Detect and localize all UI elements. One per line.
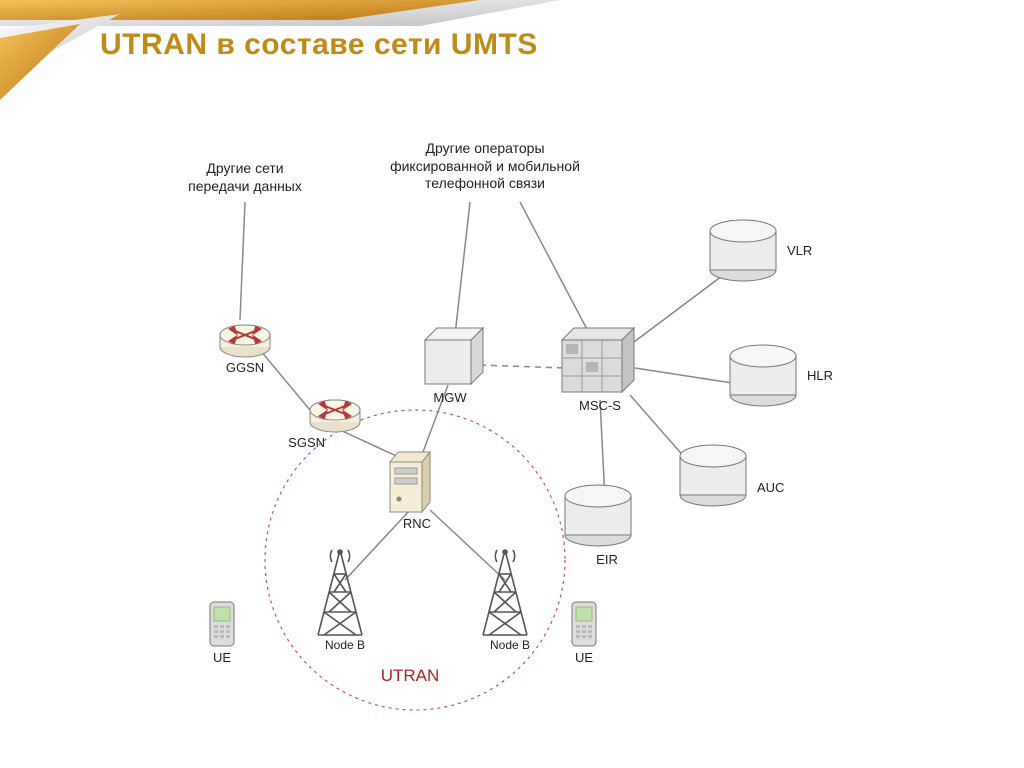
edges-group [240, 202, 745, 580]
ue2-label: UE [569, 650, 599, 665]
rnc-label: RNC [392, 516, 442, 531]
sgsn-label: SGSN [275, 435, 325, 450]
mgw-icon [425, 328, 483, 384]
eir-label: EIR [582, 552, 632, 567]
nodeb1-label: Node B [315, 638, 375, 652]
vlr-icon [710, 220, 776, 281]
ggsn-icon [220, 325, 270, 357]
mscs-label: MSC-S [565, 398, 635, 413]
slide-title: UTRAN в составе сети UMTS [100, 28, 538, 62]
rnc-icon [390, 452, 430, 512]
vlr-label: VLR [787, 243, 837, 258]
network-diagram: Другие сетипередачи данных Другие операт… [110, 110, 910, 730]
hlr-icon [730, 345, 796, 406]
hlr-label: HLR [807, 368, 857, 383]
sgsn-icon [310, 400, 360, 432]
utran-zone-label: UTRAN [350, 666, 470, 686]
mgw-label: MGW [425, 390, 475, 405]
ue1-label: UE [207, 650, 237, 665]
ue1-icon [210, 602, 234, 646]
mscs-icon [562, 328, 634, 392]
nodeb2-label: Node B [480, 638, 540, 652]
ue2-icon [572, 602, 596, 646]
eir-icon [565, 485, 631, 546]
ggsn-label: GGSN [220, 360, 270, 375]
nodeb1-icon [318, 550, 362, 635]
diagram-svg [110, 110, 910, 730]
nodeb2-icon [483, 550, 527, 635]
auc-label: AUC [757, 480, 807, 495]
auc-icon [680, 445, 746, 506]
